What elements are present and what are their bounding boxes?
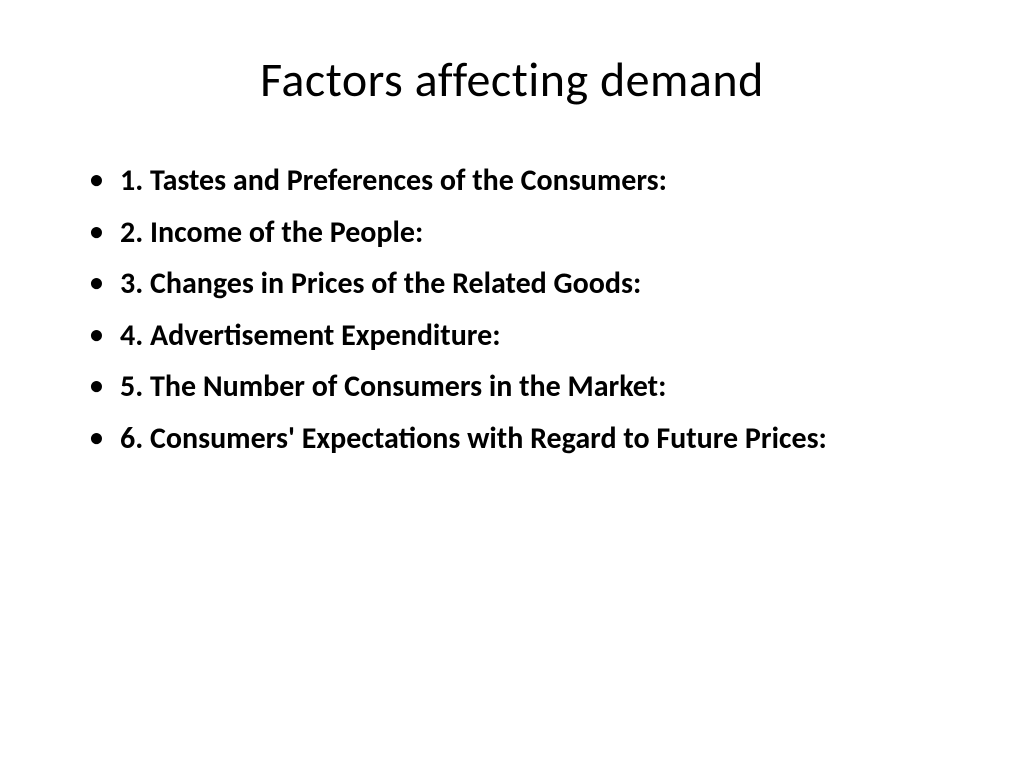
list-item: 4. Advertisement Expenditure: bbox=[90, 314, 954, 358]
list-item: 6. Consumers' Expectations with Regard t… bbox=[90, 417, 954, 461]
list-item: 5. The Number of Consumers in the Market… bbox=[90, 365, 954, 409]
bullet-list: 1. Tastes and Preferences of the Consume… bbox=[70, 159, 954, 460]
list-item: 1. Tastes and Preferences of the Consume… bbox=[90, 159, 954, 203]
list-item: 3. Changes in Prices of the Related Good… bbox=[90, 262, 954, 306]
slide-title: Factors affecting demand bbox=[70, 50, 954, 109]
list-item: 2. Income of the People: bbox=[90, 211, 954, 255]
